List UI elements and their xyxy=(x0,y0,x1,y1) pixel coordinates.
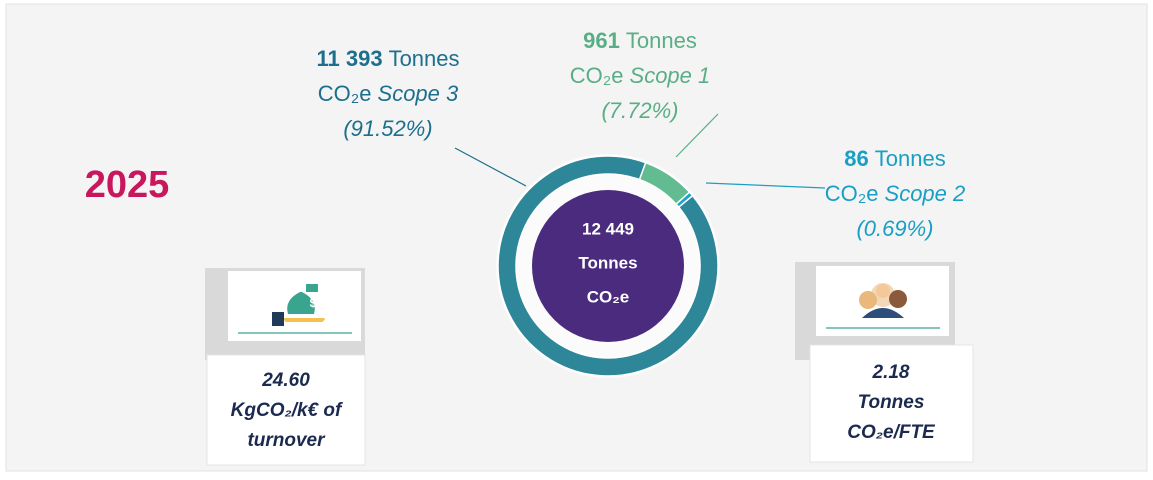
unit-label: Tonnes xyxy=(389,46,460,71)
center-text: Tonnes xyxy=(578,253,637,272)
center-text: CO₂e xyxy=(587,287,630,306)
kpi-text: 2.18 xyxy=(872,362,910,383)
center-text: 12 449 xyxy=(582,219,634,238)
percent-label: (91.52%) xyxy=(343,116,432,141)
svg-text:$: $ xyxy=(310,296,317,310)
kpi-text: turnover xyxy=(247,430,326,451)
category-label: Scope 1 xyxy=(630,63,711,88)
percent-label: (7.72%) xyxy=(601,98,678,123)
value-label: 86 xyxy=(844,146,868,171)
page: 2025 $ 12 449TonnesCO₂e 961TonnesCO₂eSco… xyxy=(0,0,1153,480)
unit-label: CO₂e xyxy=(318,81,372,106)
unit-label: CO₂e xyxy=(825,181,879,206)
segment-label: 11 393 Tonnes xyxy=(316,46,459,71)
value-label: 11 393 xyxy=(316,46,382,71)
category-label: Scope 2 xyxy=(885,181,966,206)
kpi-text: 24.60 xyxy=(261,370,310,391)
year: 2025 xyxy=(85,164,170,206)
kpi-text: CO₂e/FTE xyxy=(847,422,936,443)
unit-label: Tonnes xyxy=(626,28,697,53)
kpi-text: KgCO₂/k€ of xyxy=(231,400,343,421)
unit-label: Tonnes xyxy=(875,146,946,171)
infographic: 2025 $ 12 449TonnesCO₂e 961TonnesCO₂eSco… xyxy=(0,0,1153,475)
segment-label: 86 Tonnes xyxy=(844,146,945,171)
value-label: 961 xyxy=(583,28,620,53)
percent-label: (0.69%) xyxy=(856,216,933,241)
kpi-text: Tonnes xyxy=(858,392,925,413)
unit-label: CO₂e xyxy=(570,63,624,88)
category-label: Scope 3 xyxy=(378,81,459,106)
